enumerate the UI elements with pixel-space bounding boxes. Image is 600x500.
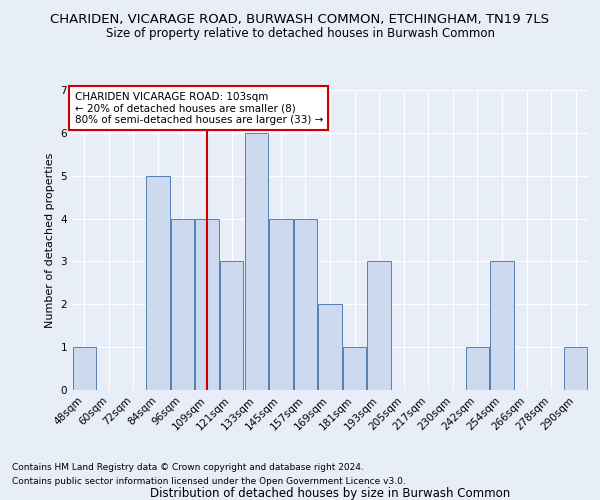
Bar <box>171 218 194 390</box>
Text: Contains HM Land Registry data © Crown copyright and database right 2024.: Contains HM Land Registry data © Crown c… <box>12 464 364 472</box>
Bar <box>490 262 514 390</box>
Bar <box>73 347 96 390</box>
Bar <box>367 262 391 390</box>
Text: CHARIDEN, VICARAGE ROAD, BURWASH COMMON, ETCHINGHAM, TN19 7LS: CHARIDEN, VICARAGE ROAD, BURWASH COMMON,… <box>50 12 550 26</box>
Bar <box>220 262 244 390</box>
Bar <box>466 347 489 390</box>
Bar <box>564 347 587 390</box>
Text: Contains public sector information licensed under the Open Government Licence v3: Contains public sector information licen… <box>12 477 406 486</box>
Bar <box>294 218 317 390</box>
Text: CHARIDEN VICARAGE ROAD: 103sqm
← 20% of detached houses are smaller (8)
80% of s: CHARIDEN VICARAGE ROAD: 103sqm ← 20% of … <box>74 92 323 124</box>
X-axis label: Distribution of detached houses by size in Burwash Common: Distribution of detached houses by size … <box>150 488 510 500</box>
Bar <box>269 218 293 390</box>
Bar <box>146 176 170 390</box>
Bar <box>319 304 341 390</box>
Bar <box>196 218 219 390</box>
Bar <box>245 133 268 390</box>
Y-axis label: Number of detached properties: Number of detached properties <box>45 152 55 328</box>
Bar <box>343 347 366 390</box>
Text: Size of property relative to detached houses in Burwash Common: Size of property relative to detached ho… <box>106 28 494 40</box>
